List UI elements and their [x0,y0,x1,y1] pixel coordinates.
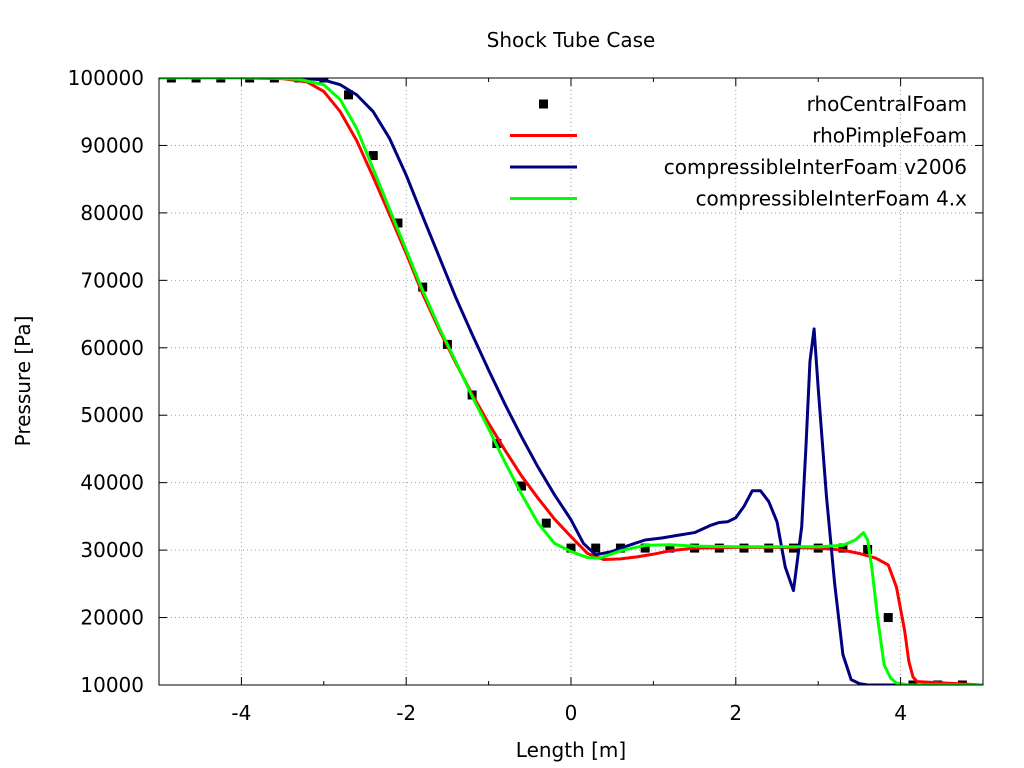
series-line-rhopimplefoam [159,78,983,685]
x-axis-title: Length [m] [516,738,626,762]
data-point [665,543,675,553]
data-point [245,78,255,83]
y-tick-label: 90000 [80,133,144,157]
data-point [566,543,576,553]
series-line-compressibleinterfoam-v2006 [159,78,983,685]
data-point [393,218,403,228]
y-tick-label: 80000 [80,201,144,225]
legend-label-rhocentralfoam: rhoCentralFoam [807,92,967,116]
y-tick-label: 50000 [80,403,144,427]
data-point [368,151,378,161]
y-tick-label: 20000 [80,606,144,630]
series-line-compressibleinterfoam-4-x [159,78,983,685]
legend: rhoCentralFoam rhoPimpleFoam compressibleI… [510,92,967,211]
data-point [541,518,551,528]
data-point [269,78,279,83]
legend-label-rhopimplefoam: rhoPimpleFoam [812,124,967,148]
data-point [216,78,226,83]
axis-ticks: -4 -2 0 2 4 10000 20000 30000 40000 50000 60000 700… [68,66,984,725]
data-point [517,481,527,491]
x-tick-label: -4 [231,701,251,725]
legend-label-compressibleinterfoam-v2006: compressibleInterFoam v2006 [664,155,967,179]
y-tick-label: 60000 [80,336,144,360]
legend-marker-rhocentralfoam [539,99,548,109]
x-tick-label: 4 [894,701,907,725]
legend-label-compressibleinterfoam-4-x: compressibleInterFoam 4.x [696,187,968,211]
x-tick-label: -2 [396,701,416,725]
data-point [591,543,601,553]
y-tick-label: 100000 [68,66,144,90]
x-tick-label: 0 [565,701,578,725]
data-point [883,613,893,623]
y-tick-label: 40000 [80,471,144,495]
data-point [344,90,354,100]
data-point [640,543,650,553]
chart-title: Shock Tube Case [487,28,656,52]
y-axis-title: Pressure [Pa] [11,316,35,447]
data-point [166,78,176,83]
y-tick-label: 10000 [80,673,144,697]
data-point [191,78,201,83]
data-point [838,543,848,553]
x-tick-label: 2 [729,701,742,725]
series-group [159,78,983,685]
y-tick-label: 30000 [80,538,144,562]
data-point [908,680,918,685]
y-tick-label: 70000 [80,268,144,292]
